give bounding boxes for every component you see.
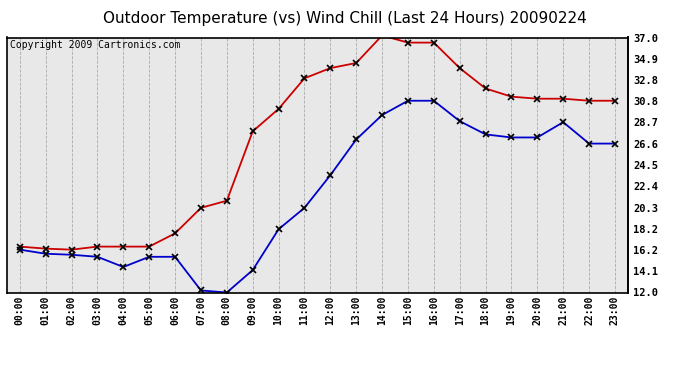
Text: Copyright 2009 Cartronics.com: Copyright 2009 Cartronics.com <box>10 40 180 50</box>
Text: Outdoor Temperature (vs) Wind Chill (Last 24 Hours) 20090224: Outdoor Temperature (vs) Wind Chill (Las… <box>103 11 587 26</box>
